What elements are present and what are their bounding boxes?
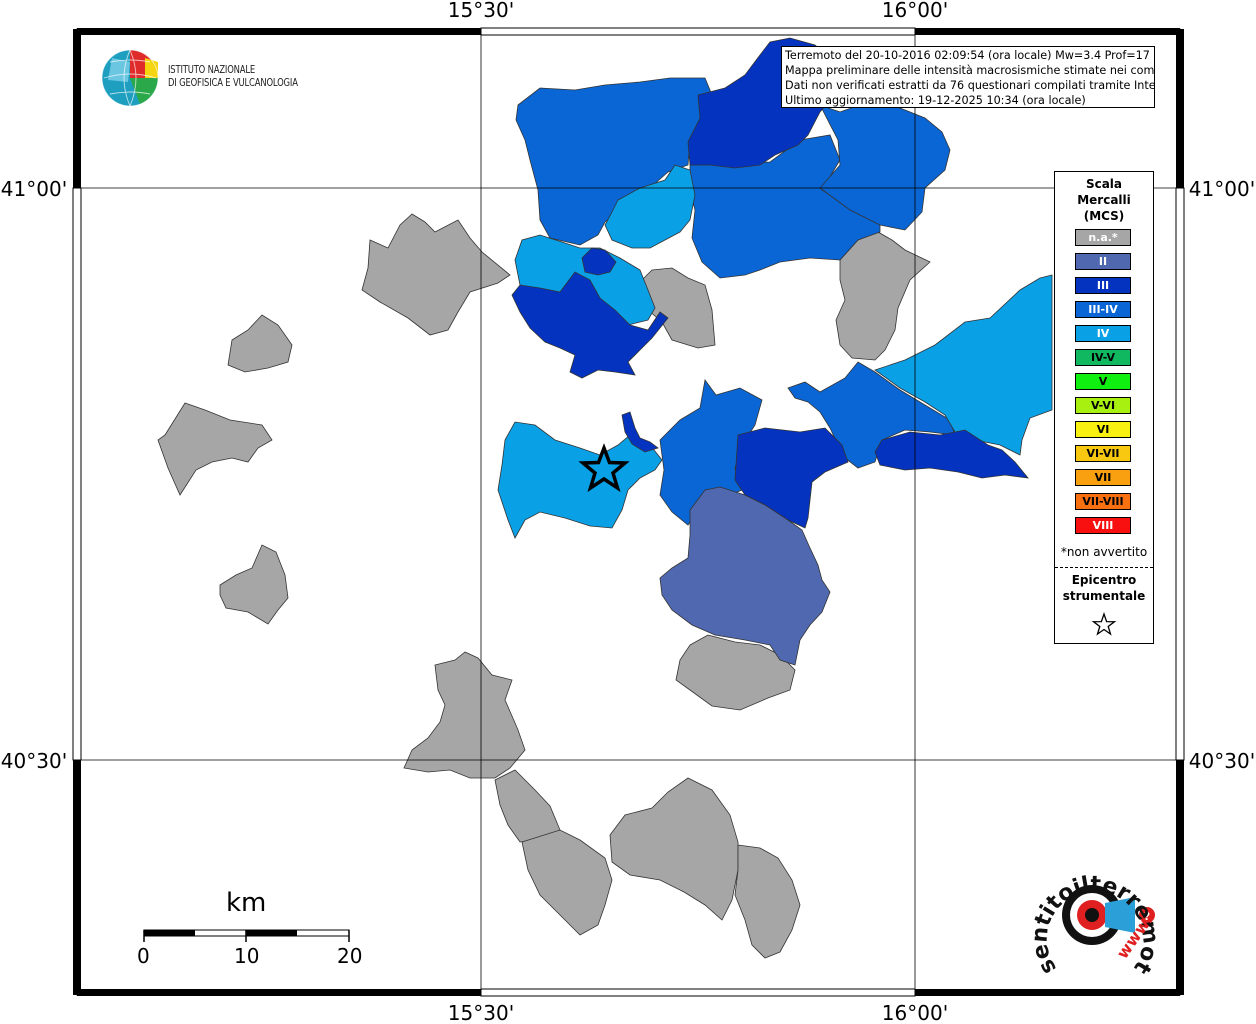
municipality-na [361,213,511,336]
lon-label-bottom: 15°30' [448,1001,514,1024]
scale-bar [143,929,350,942]
municipality-na [227,314,293,373]
ingv-logo-text: ISTITUTO NAZIONALE DI GEOFISICA E VULCAN… [168,63,298,89]
legend-swatch: n.a.* [1075,229,1131,246]
municipality-iii [581,247,617,276]
event-info-line: Dati non verificati estratti da 76 quest… [785,79,1155,92]
municipality-polygons [157,37,1053,959]
legend-swatch: III-IV [1075,301,1131,318]
lon-label-top: 15°30' [448,0,514,22]
event-info-line: Mappa preliminare delle intensità macros… [785,64,1155,77]
municipality-iii-iv [689,134,881,279]
legend-swatch: VI [1075,421,1131,438]
legend-swatch: VII-VIII [1075,493,1131,510]
legend-swatch: V [1075,373,1131,390]
ingv-line-2: DI GEOFISICA E VULCANOLOGIA [168,76,298,89]
legend-swatch: IV-V [1075,349,1131,366]
lat-label-left: 40°30' [1,749,67,773]
legend-title-line: (MCS) [1083,209,1125,223]
legend-star-icon [1091,612,1117,636]
legend-swatch: VIII [1075,517,1131,534]
legend-swatch: IV [1075,325,1131,342]
municipality-ii [659,486,831,666]
scale-bar-tick-label: 0 [137,944,150,968]
municipality-na [157,402,273,496]
lon-label-top: 16°00' [882,0,948,22]
legend-swatch: II [1075,253,1131,270]
legend-title-line: Scala [1085,177,1123,191]
legend-swatch: III [1075,277,1131,294]
municipality-iii-iv [787,361,956,469]
municipality-na [675,634,796,711]
event-info-box: Terremoto del 20-10-2016 02:09:54 (ora l… [781,46,1155,108]
graticule [77,29,1180,995]
municipality-na [734,844,801,959]
municipality-na [835,231,931,361]
ingv-logo-icon [101,49,159,107]
lat-label-right: 40°30' [1189,749,1255,773]
municipality-iii [621,411,659,453]
event-info-line: Terremoto del 20-10-2016 02:09:54 (ora l… [785,49,1155,62]
lat-label-left: 41°00' [1,177,67,201]
legend-epicenter-label: Epicentro strumentale [1055,572,1153,604]
municipality-na [521,829,613,936]
lon-label-bottom: 16°00' [882,1001,948,1024]
municipality-iv [497,421,663,539]
municipality-iii [511,271,669,379]
legend-title: Scala Mercalli (MCS) [1055,176,1153,224]
municipality-na [403,651,526,779]
legend-epicenter-line: strumentale [1062,589,1146,603]
scale-bar-tick-label: 10 [234,944,260,968]
intensity-legend: Scala Mercalli (MCS) n.a.* II III III-IV IV I… [1054,171,1154,644]
legend-divider [1055,567,1153,568]
lat-label-right: 41°00' [1189,177,1255,201]
legend-swatch: VII [1075,469,1131,486]
municipality-iii [874,429,1029,479]
legend-swatch: V-VI [1075,397,1131,414]
municipality-iv [604,164,696,249]
ingv-line-1: ISTITUTO NAZIONALE [168,63,256,76]
municipality-na [219,544,289,625]
municipality-iv [874,274,1053,456]
legend-title-line: Mercalli [1077,193,1131,207]
svg-text:?: ? [1144,910,1150,923]
legend-epicenter-line: Epicentro [1071,573,1137,587]
legend-swatch: VI-VII [1075,445,1131,462]
epicenter-star [578,443,630,493]
scale-bar-tick-label: 20 [337,944,363,968]
scale-bar-unit: km [226,888,267,918]
event-info-line: Ultimo aggiornamento: 19-12-2025 10:34 (… [785,94,1086,107]
legend-note: *non avvertito [1060,545,1148,559]
